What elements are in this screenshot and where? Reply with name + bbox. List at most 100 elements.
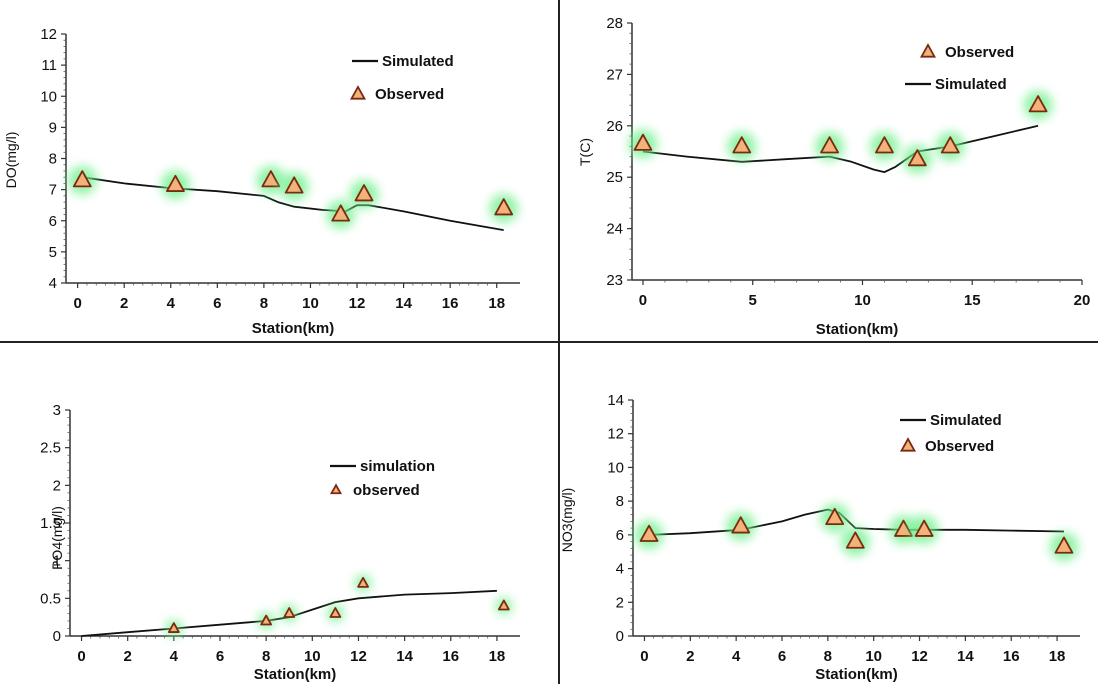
x-tick-label: 10 (302, 295, 319, 312)
y-tick-label: 27 (606, 66, 623, 83)
data-point-observed (1049, 532, 1079, 562)
legend-label: Observed (925, 438, 994, 455)
y-axis-label: T(C) (577, 138, 593, 166)
y-tick-label: 12 (607, 426, 624, 443)
data-point-observed-triangle (732, 136, 752, 154)
y-tick-label: 4 (616, 561, 624, 578)
y-tick-label: 5 (49, 244, 57, 261)
x-tick-label: 12 (911, 648, 928, 665)
y-tick-label: 26 (606, 118, 623, 135)
data-point-observed (326, 200, 356, 229)
y-tick-label: 7 (49, 182, 57, 199)
y-tick-label: 2 (616, 594, 624, 611)
y-tick-label: 23 (606, 272, 623, 289)
data-point-observed (869, 131, 899, 161)
legend-label: Simulated (935, 76, 1007, 93)
y-tick-label: 2.5 (40, 440, 61, 457)
data-point-observed (909, 515, 939, 545)
data-point-observed-triangle (357, 576, 369, 588)
chart-2: 23 24 25 26 27 28 0 5 10 15 20 Station(km) T(C) Obser… (577, 15, 1090, 338)
y-tick-label: 11 (41, 57, 57, 74)
x-tick-label: 20 (1074, 292, 1091, 309)
chart-4: 0 2 4 6 8 10 12 14 0 2 4 6 8 10 12 14 16 18 Station(km) NO3… (559, 392, 1080, 683)
y-tick-label: 14 (607, 392, 624, 409)
data-point-observed-triangle (820, 136, 839, 154)
x-tick-label: 6 (216, 648, 224, 665)
y-tick-label: 2 (53, 477, 61, 494)
data-point-observed-triangle (167, 622, 180, 633)
data-point-observed-triangle (1054, 536, 1074, 554)
data-point-observed-triangle (261, 170, 281, 188)
x-axis-label: Station(km) (254, 666, 337, 683)
data-point-observed (935, 131, 965, 161)
legend-label: simulation (360, 458, 435, 475)
y-tick-label: 6 (616, 527, 624, 544)
legend-label: Observed (945, 44, 1014, 61)
y-tick-label: 8 (49, 151, 57, 168)
y-tick-label: 9 (49, 119, 57, 136)
x-tick-label: 10 (304, 648, 321, 665)
x-tick-label: 14 (957, 648, 974, 665)
data-point-observed (354, 574, 372, 592)
data-point-observed (326, 604, 344, 622)
data-point-observed (279, 172, 309, 201)
x-tick-label: 18 (489, 648, 506, 665)
x-tick-label: 8 (262, 648, 270, 665)
chart-1: 4 5 6 7 8 9 10 11 12 0 2 4 6 8 10 12 14 16 18 Station(km) DO… (3, 26, 520, 337)
legend-marker-swatch (899, 437, 917, 452)
y-axis-label: DO(mg/l) (3, 132, 19, 189)
data-point-observed (840, 527, 870, 557)
x-tick-label: 12 (350, 648, 367, 665)
x-tick-label: 10 (865, 648, 882, 665)
legend-label: Simulated (382, 53, 454, 70)
y-tick-label: 10 (607, 459, 624, 476)
y-tick-label: 25 (606, 169, 623, 186)
x-tick-label: 2 (120, 295, 128, 312)
x-tick-label: 6 (778, 648, 786, 665)
data-point-observed (1023, 90, 1053, 120)
data-point-observed (165, 619, 183, 637)
data-point-observed (489, 193, 519, 223)
data-point-observed (726, 511, 756, 541)
y-tick-label: 0 (616, 628, 624, 645)
x-tick-label: 0 (77, 648, 85, 665)
x-tick-label: 16 (442, 295, 459, 312)
x-tick-label: 5 (749, 292, 757, 309)
data-point-observed-triangle (331, 204, 351, 222)
data-point-observed-triangle (494, 198, 514, 216)
y-tick-label: 3 (53, 402, 61, 419)
y-tick-label: 24 (606, 221, 623, 238)
data-point-observed (495, 597, 513, 615)
x-tick-label: 8 (824, 648, 832, 665)
data-point-observed (280, 604, 298, 622)
data-point-observed-triangle (907, 149, 927, 167)
data-point-observed-triangle (875, 136, 894, 154)
legend-marker-swatch (349, 85, 367, 100)
legend-marker-swatch (329, 483, 343, 495)
data-point-observed (349, 179, 379, 209)
legend-label: observed (353, 482, 420, 499)
data-point-observed-triangle (731, 516, 751, 534)
x-tick-label: 10 (854, 292, 871, 309)
data-point-observed (815, 131, 845, 161)
data-point-observed-triangle (284, 176, 304, 194)
data-point-observed (727, 131, 757, 161)
y-tick-label: 12 (40, 26, 57, 43)
x-axis-label: Station(km) (815, 666, 898, 683)
y-tick-label: 28 (606, 15, 623, 32)
data-point-observed-triangle (72, 170, 92, 188)
x-tick-label: 6 (213, 295, 221, 312)
data-point-observed (889, 515, 918, 545)
x-tick-label: 16 (1003, 648, 1020, 665)
data-point-observed (628, 129, 658, 159)
data-point-observed-triangle (260, 614, 273, 626)
x-tick-label: 12 (349, 295, 366, 312)
x-tick-label: 4 (167, 295, 176, 312)
data-point-observed (256, 165, 286, 195)
x-axis-label: Station(km) (816, 321, 899, 338)
x-tick-label: 16 (442, 648, 459, 665)
x-tick-label: 18 (1049, 648, 1066, 665)
x-tick-label: 8 (260, 295, 268, 312)
data-point-observed (820, 503, 850, 533)
